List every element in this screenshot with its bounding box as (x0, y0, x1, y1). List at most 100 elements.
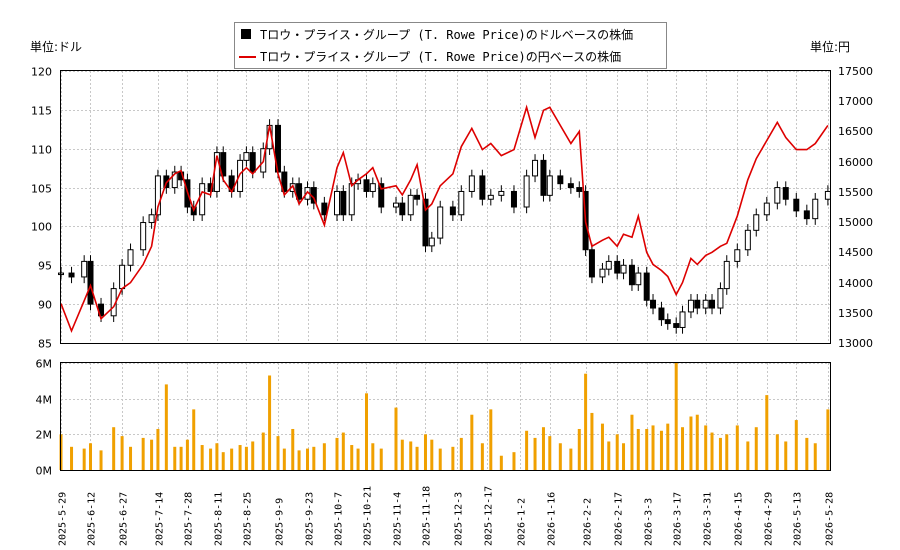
date-tick-label: 2026-5-13 (793, 492, 804, 546)
volume-bar (251, 441, 255, 470)
volume-tick-label: 4M (36, 394, 53, 407)
volume-bar (297, 450, 301, 470)
right-tick-label: 17500 (838, 65, 873, 78)
date-tick-label: 2025-10-21 (363, 486, 374, 546)
volume-bar (636, 428, 640, 470)
volume-bar (215, 443, 219, 470)
candle-body (650, 299, 657, 309)
volume-bar (99, 450, 103, 470)
volume-bar (607, 441, 611, 470)
volume-bar (775, 434, 779, 470)
left-tick-label: 110 (31, 144, 52, 157)
right-tick-label: 15500 (838, 186, 873, 199)
candle-body (702, 299, 709, 309)
volume-bar (379, 448, 383, 470)
volume-bar (291, 428, 295, 470)
candle-body (498, 190, 505, 196)
volume-bar (489, 409, 493, 470)
volume-bar (276, 436, 280, 470)
volume-bar (312, 446, 316, 470)
candle-body (399, 202, 406, 216)
volume-tick-label: 0M (36, 465, 53, 478)
candle-body (510, 190, 517, 208)
volume-bar (541, 427, 545, 470)
volume-bar (765, 395, 769, 470)
date-tick-label: 2025-6-12 (87, 492, 98, 546)
candle-body (81, 260, 88, 278)
volume-bar (746, 441, 750, 470)
candle-body (243, 152, 250, 161)
volume-bar (244, 446, 248, 470)
volume-bar (112, 427, 116, 470)
date-tick-label: 2026-3-3 (644, 498, 655, 546)
volume-bar (794, 420, 798, 470)
candle-body (407, 194, 414, 216)
candle-body (422, 198, 429, 247)
left-tick-label: 95 (38, 260, 52, 273)
candle-body (673, 323, 680, 328)
candle-body (321, 202, 328, 216)
candle-body (428, 237, 435, 247)
date-tick-label: 2025-10-7 (334, 492, 345, 546)
candle-body (296, 183, 303, 200)
date-tick-label: 2026-1-16 (547, 492, 558, 546)
candle-body (119, 264, 126, 290)
candle-body (414, 194, 421, 200)
candle-body (458, 190, 465, 216)
volume-bar (282, 448, 286, 470)
candle-body (199, 183, 206, 216)
candle-body (614, 260, 621, 274)
candle-body (782, 187, 789, 200)
candle-body (734, 249, 741, 262)
volume-bar (784, 441, 788, 470)
candle-body (557, 175, 564, 185)
volume-bar (695, 414, 699, 470)
right-tick-label: 13500 (838, 307, 873, 320)
candle-body (148, 214, 155, 224)
price-plot-frame (60, 70, 831, 344)
volume-bar (622, 443, 626, 470)
volume-bar (192, 409, 196, 470)
candle-body (479, 175, 486, 200)
volume-bar (590, 412, 594, 470)
volume-bar (356, 448, 360, 470)
date-tick-label: 2025-8-11 (214, 492, 225, 546)
volume-bar (88, 443, 92, 470)
volume-bar (185, 439, 189, 470)
left-unit-label: 単位:ドル (30, 39, 82, 54)
candle-body (487, 194, 494, 200)
candle-body (281, 171, 288, 192)
volume-bar (364, 393, 368, 470)
volume-bar (82, 448, 86, 470)
candle-body (717, 288, 724, 309)
volume-bar (704, 425, 708, 470)
right-tick-label: 17000 (838, 95, 873, 108)
candle-body (744, 229, 751, 251)
date-tick-label: 2026-3-17 (673, 492, 684, 546)
volume-bar (209, 448, 213, 470)
usd-candles (58, 119, 831, 334)
candle-body (523, 175, 530, 208)
volume-bar (480, 443, 484, 470)
volume-bar (615, 434, 619, 470)
volume-bar (261, 432, 265, 470)
volume-bar (268, 375, 272, 470)
candle-body (369, 183, 376, 192)
volume-bar (164, 384, 168, 470)
date-tick-label: 2025-12-17 (484, 486, 495, 546)
volume-bar (630, 414, 634, 470)
date-tick-label: 2026-4-15 (734, 492, 745, 546)
volume-bar (221, 452, 225, 470)
date-tick-label: 2026-4-29 (764, 492, 775, 546)
candle-body (599, 268, 606, 278)
date-axis-ticks: 2025-5-29 2025-6-12 2025-6-27 2025-7-14 2025… (58, 486, 836, 546)
volume-bar (805, 437, 809, 470)
candle-body (774, 187, 781, 204)
candle-body (576, 187, 583, 192)
volume-bar (430, 439, 434, 470)
candle-body (723, 260, 730, 290)
volume-bar (735, 425, 739, 470)
date-tick-label: 2026-2-17 (614, 492, 625, 546)
volume-bar (525, 430, 529, 470)
volume-bar (710, 432, 714, 470)
